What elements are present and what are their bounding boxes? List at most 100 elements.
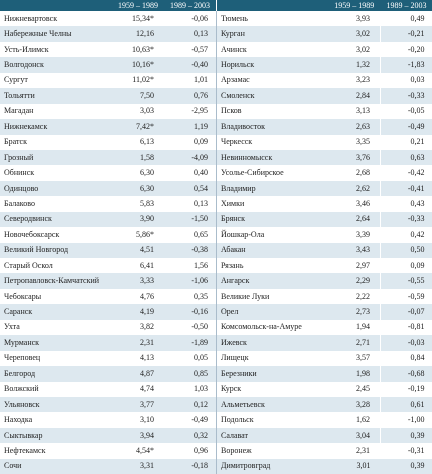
growth-1989-2003-cell: 1,19 <box>164 119 216 134</box>
growth-1989-2003-cell: 0,21 <box>381 135 432 150</box>
growth-1959-1989-cell: 3,01 <box>329 459 381 474</box>
growth-1959-1989-cell: 11,02* <box>112 73 164 88</box>
city-name-cell: Черкесск <box>217 135 329 150</box>
growth-1959-1989-cell: 3,13 <box>329 104 381 119</box>
city-name-cell: Мурманск <box>0 335 112 350</box>
growth-1989-2003-cell: -0,06 <box>164 11 216 26</box>
city-name-cell: Тюмень <box>217 11 329 26</box>
growth-1959-1989-cell: 4,74 <box>112 382 164 397</box>
city-name-cell: Волгодонск <box>0 57 112 72</box>
growth-1989-2003-cell: -4,09 <box>164 150 216 165</box>
growth-1959-1989-cell: 2,84 <box>329 88 381 103</box>
growth-1989-2003-cell: -0,07 <box>381 304 432 319</box>
growth-1989-2003-cell: 1,56 <box>164 258 216 273</box>
growth-1959-1989-cell: 4,54* <box>112 443 164 458</box>
growth-1959-1989-cell: 3,10 <box>112 412 164 427</box>
growth-1959-1989-cell: 1,94 <box>329 320 381 335</box>
growth-1989-2003-cell: -0,31 <box>381 443 432 458</box>
growth-1959-1989-cell: 3,90 <box>112 212 164 227</box>
city-name-cell: Салават <box>217 428 329 443</box>
growth-1989-2003-cell: -0,40 <box>164 57 216 72</box>
growth-1959-1989-cell: 5,83 <box>112 196 164 211</box>
city-name-cell: Комсомольск-на-Амуре <box>217 320 329 335</box>
city-name-cell: Рязань <box>217 258 329 273</box>
growth-1989-2003-cell: -0,50 <box>164 320 216 335</box>
city-name-cell: Йошкар-Ола <box>217 227 329 242</box>
city-name-cell: Белгород <box>0 366 112 381</box>
growth-1959-1989-cell: 3,35 <box>329 135 381 150</box>
growth-1989-2003-cell: 0,13 <box>164 26 216 41</box>
city-name-cell: Подольск <box>217 412 329 427</box>
growth-1959-1989-cell: 6,30 <box>112 181 164 196</box>
growth-1959-1989-cell: 2,64 <box>329 212 381 227</box>
growth-1959-1989-cell: 3,43 <box>329 243 381 258</box>
city-name-cell: Нефтекамск <box>0 443 112 458</box>
growth-1989-2003-cell: -0,21 <box>381 26 432 41</box>
growth-1989-2003-cell: 0,43 <box>381 196 432 211</box>
growth-1959-1989-cell: 3,23 <box>329 73 381 88</box>
city-name-cell: Великие Луки <box>217 289 329 304</box>
growth-1959-1989-cell: 3,03 <box>112 104 164 119</box>
growth-1989-2003-cell: -1,89 <box>164 335 216 350</box>
city-name-cell: Череповец <box>0 351 112 366</box>
growth-1989-2003-cell: -0,33 <box>381 88 432 103</box>
growth-1989-2003-cell: 0,50 <box>381 243 432 258</box>
city-name-cell: Ижевск <box>217 335 329 350</box>
growth-1989-2003-cell: 0,54 <box>164 181 216 196</box>
city-name-cell: Петропавловск-Камчатский <box>0 273 112 288</box>
city-name-cell: Ачинск <box>217 42 329 57</box>
city-name-cell: Усолье-Сибирское <box>217 165 329 180</box>
city-name-cell: Псков <box>217 104 329 119</box>
growth-1959-1989-cell: 3,76 <box>329 150 381 165</box>
growth-1959-1989-cell: 12,16 <box>112 26 164 41</box>
header-city-blank <box>217 0 329 11</box>
growth-1959-1989-cell: 7,42* <box>112 119 164 134</box>
growth-1959-1989-cell: 3,46 <box>329 196 381 211</box>
growth-1959-1989-cell: 3,93 <box>329 11 381 26</box>
growth-1959-1989-cell: 3,33 <box>112 273 164 288</box>
growth-1959-1989-cell: 3,94 <box>112 428 164 443</box>
city-name-cell: Нижнекамск <box>0 119 112 134</box>
growth-1959-1989-cell: 3,39 <box>329 227 381 242</box>
growth-1959-1989-cell: 2,45 <box>329 382 381 397</box>
city-name-cell: Березники <box>217 366 329 381</box>
growth-1959-1989-cell: 3,04 <box>329 428 381 443</box>
growth-1959-1989-cell: 1,58 <box>112 150 164 165</box>
city-name-cell: Орел <box>217 304 329 319</box>
growth-1959-1989-cell: 4,13 <box>112 351 164 366</box>
growth-1989-2003-cell: -1,50 <box>164 212 216 227</box>
growth-1989-2003-cell: -0,38 <box>164 243 216 258</box>
city-name-cell: Северодвинск <box>0 212 112 227</box>
growth-1989-2003-cell: 1,03 <box>164 382 216 397</box>
city-name-cell: Нижневартовск <box>0 11 112 26</box>
growth-1989-2003-cell: 0,85 <box>164 366 216 381</box>
city-name-cell: Магадан <box>0 104 112 119</box>
city-name-cell: Ухта <box>0 320 112 335</box>
growth-1989-2003-cell: 0,65 <box>164 227 216 242</box>
city-name-cell: Сыктывкар <box>0 428 112 443</box>
